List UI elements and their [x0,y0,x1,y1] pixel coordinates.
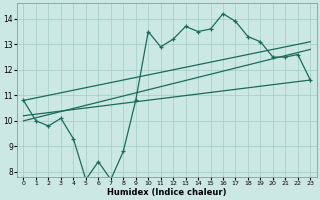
X-axis label: Humidex (Indice chaleur): Humidex (Indice chaleur) [107,188,227,197]
